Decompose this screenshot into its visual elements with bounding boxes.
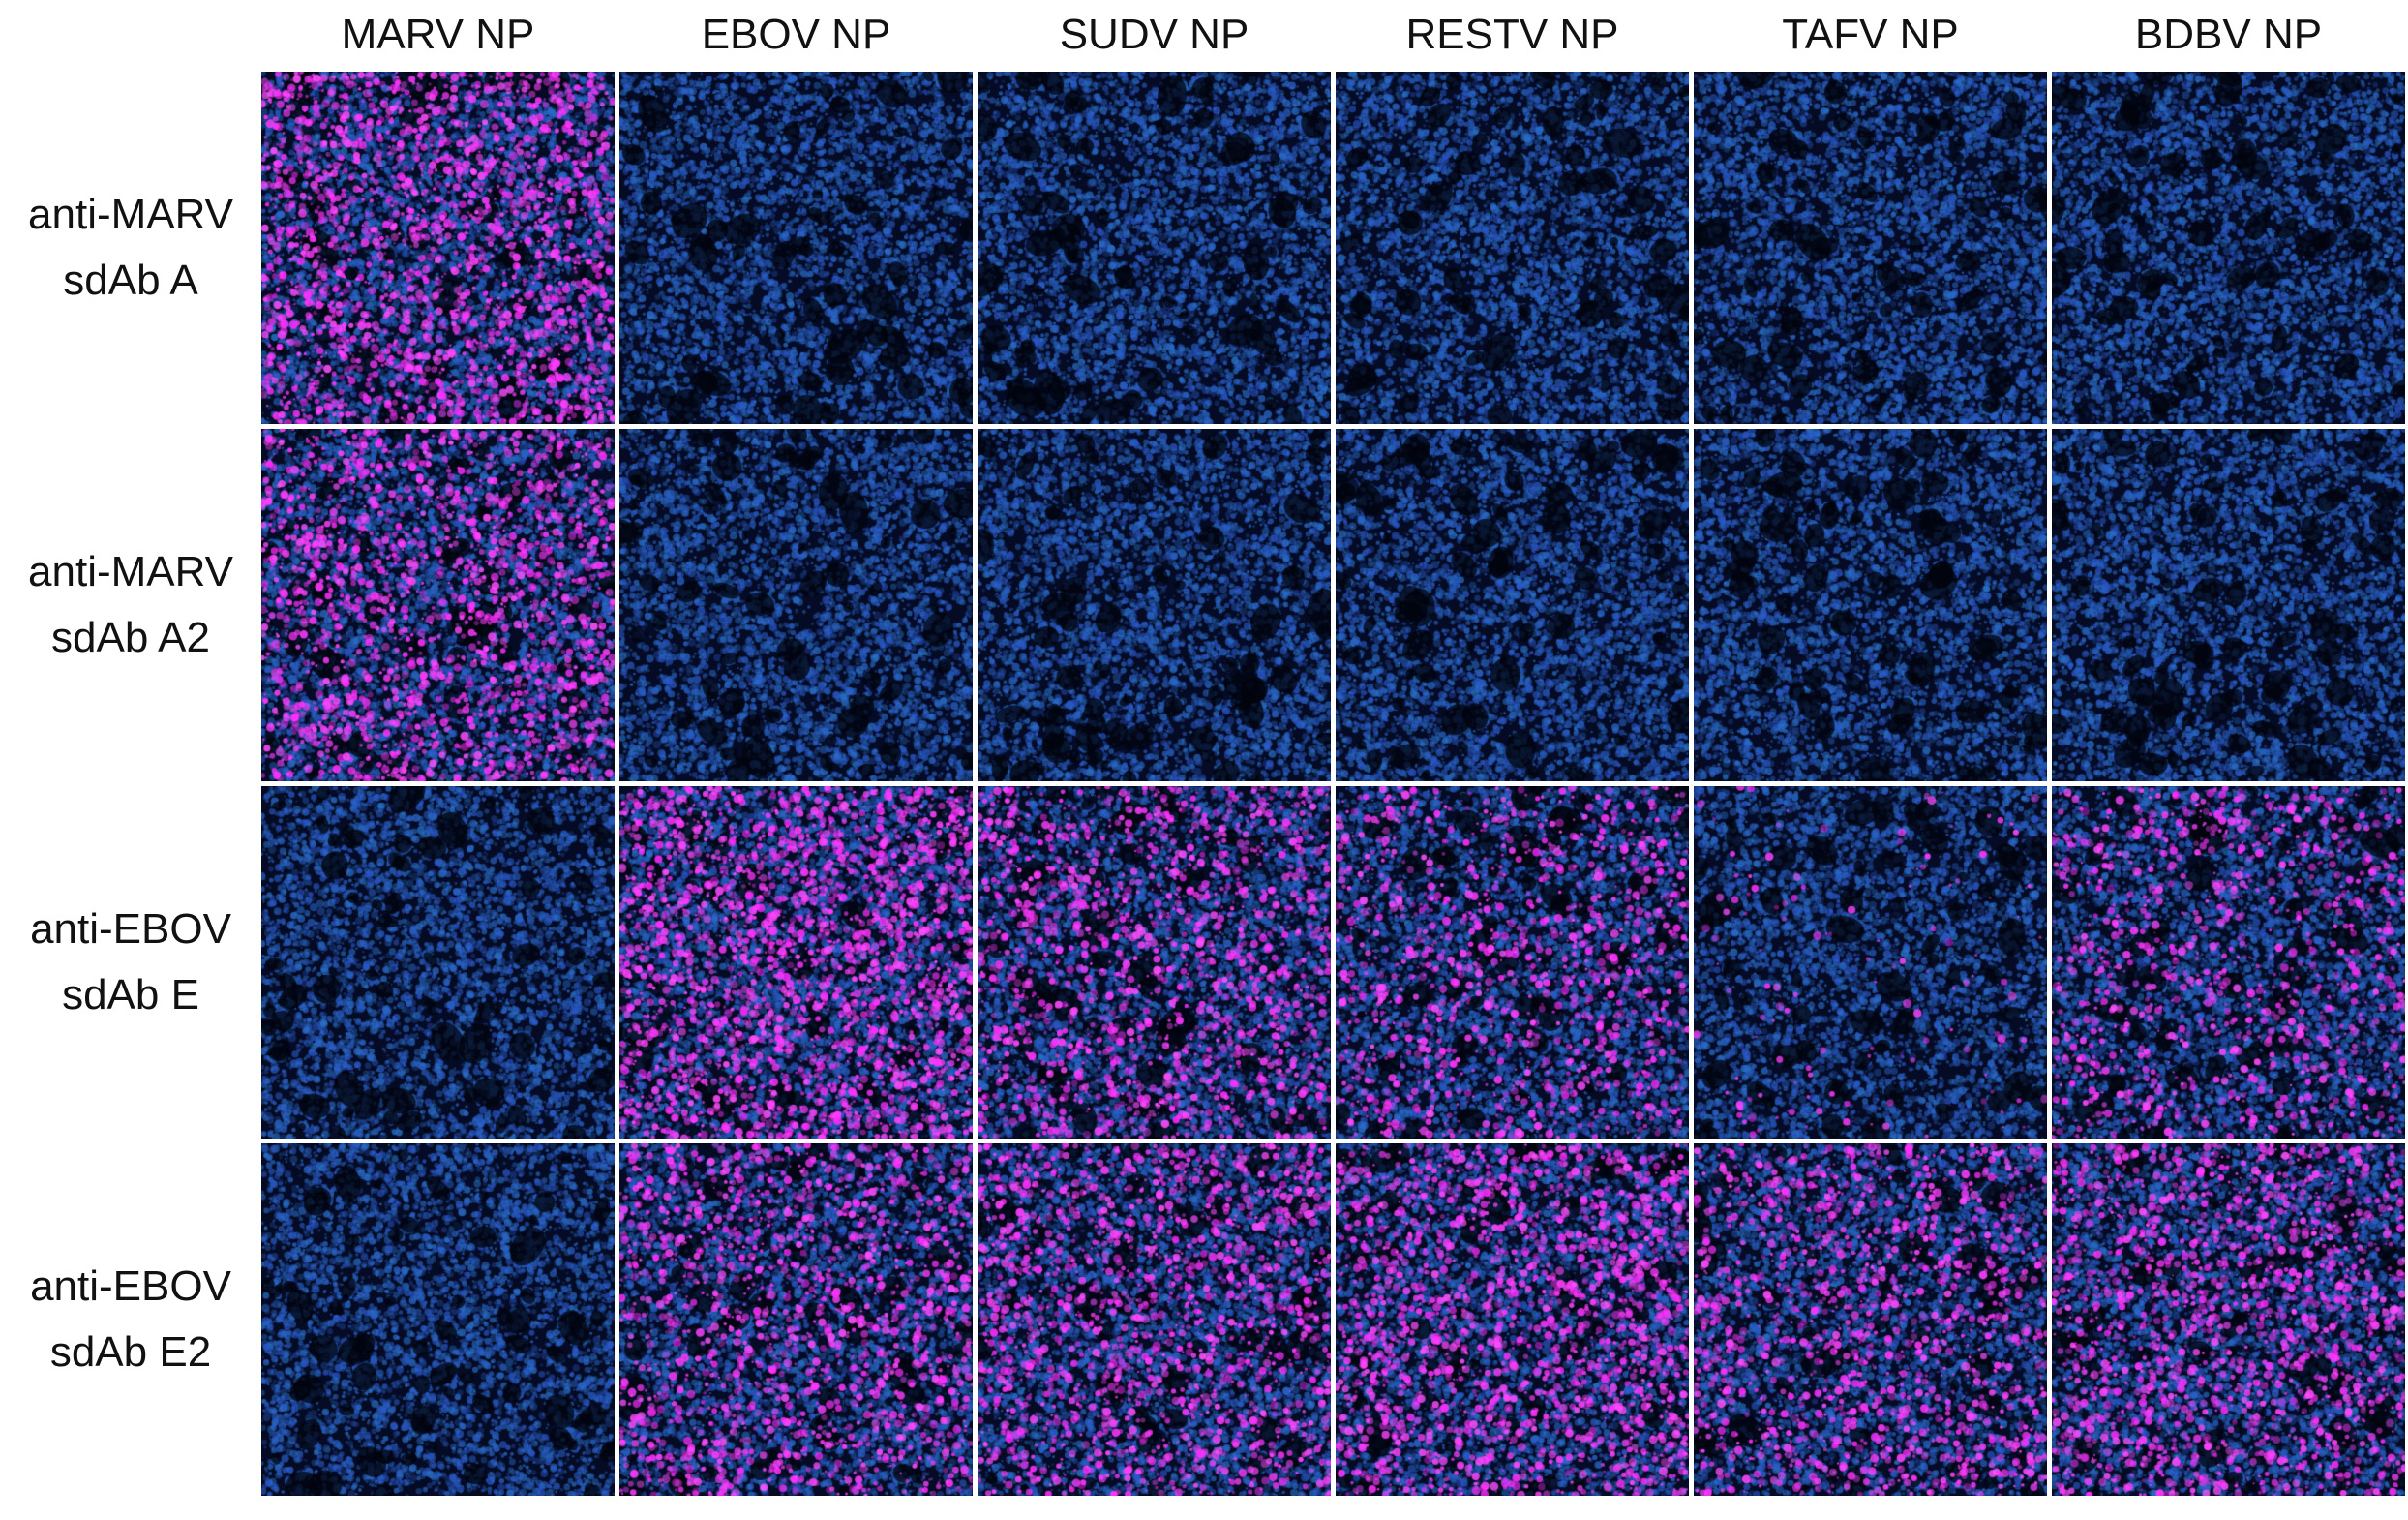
micrograph-image-r1-c3: [978, 72, 1331, 424]
micrograph-image-r4-c2: [619, 1143, 973, 1496]
micrograph-r2-c1: [261, 429, 615, 781]
micrograph-r1-c4: [1336, 72, 1689, 424]
row-label-2-line1: anti-MARV: [28, 548, 233, 595]
micrograph-image-r4-c3: [978, 1143, 1331, 1496]
micrograph-r1-c6: [2052, 72, 2405, 424]
micrograph-r2-c6: [2052, 429, 2405, 781]
micrograph-image-r3-c6: [2052, 786, 2405, 1139]
column-header-sudv: SUDV NP: [1059, 11, 1249, 58]
micrograph-r3-c1: [261, 786, 615, 1139]
row-label-4-line1: anti-EBOV: [30, 1262, 231, 1310]
row-label-1-line2: sdAb A: [63, 257, 198, 304]
micrograph-r1-c2: [619, 72, 973, 424]
micrograph-r4-c4: [1336, 1143, 1689, 1496]
micrograph-r2-c3: [978, 429, 1331, 781]
row-label-3-line1: anti-EBOV: [30, 905, 231, 953]
micrograph-image-r3-c2: [619, 786, 973, 1139]
micrograph-r3-c5: [1694, 786, 2047, 1139]
micrograph-image-r4-c6: [2052, 1143, 2405, 1496]
micrograph-r3-c4: [1336, 786, 1689, 1139]
micrograph-r1-c5: [1694, 72, 2047, 424]
micrograph-r1-c1: [261, 72, 615, 424]
micrograph-r2-c2: [619, 429, 973, 781]
column-header-tafv: TAFV NP: [1782, 11, 1959, 58]
column-header-marv: MARV NP: [341, 11, 535, 58]
micrograph-r3-c2: [619, 786, 973, 1139]
micrograph-image-r3-c1: [261, 786, 615, 1139]
micrograph-image-r4-c4: [1336, 1143, 1689, 1496]
micrograph-r4-c3: [978, 1143, 1331, 1496]
micrograph-r1-c3: [978, 72, 1331, 424]
row-label-4: anti-EBOV sdAb E2: [0, 1143, 261, 1496]
row-label-2: anti-MARV sdAb A2: [0, 429, 261, 781]
micrograph-image-r2-c1: [261, 429, 615, 781]
row-label-1: anti-MARV sdAb A: [0, 72, 261, 424]
micrograph-r4-c2: [619, 1143, 973, 1496]
micrograph-image-r3-c4: [1336, 786, 1689, 1139]
column-header-restv: RESTV NP: [1405, 11, 1619, 58]
micrograph-r2-c5: [1694, 429, 2047, 781]
micrograph-image-r2-c5: [1694, 429, 2047, 781]
micrograph-image-r3-c5: [1694, 786, 2047, 1139]
micrograph-r3-c6: [2052, 786, 2405, 1139]
micrograph-image-r2-c2: [619, 429, 973, 781]
micrograph-image-r1-c4: [1336, 72, 1689, 424]
row-label-4-line2: sdAb E2: [49, 1328, 212, 1376]
micrograph-image-r2-c6: [2052, 429, 2405, 781]
row-label-1-line1: anti-MARV: [28, 191, 233, 238]
micrograph-image-r2-c3: [978, 429, 1331, 781]
row-label-2-line2: sdAb A2: [51, 614, 210, 661]
micrograph-r4-c1: [261, 1143, 615, 1496]
micrograph-r2-c4: [1336, 429, 1689, 781]
micrograph-r4-c5: [1694, 1143, 2047, 1496]
micrograph-image-r1-c1: [261, 72, 615, 424]
micrograph-image-r4-c5: [1694, 1143, 2047, 1496]
micrograph-image-r4-c1: [261, 1143, 615, 1496]
micrograph-image-r2-c4: [1336, 429, 1689, 781]
micrograph-r4-c6: [2052, 1143, 2405, 1496]
column-header-bdbv: BDBV NP: [2134, 11, 2323, 58]
column-header-ebov: EBOV NP: [701, 11, 891, 58]
micrograph-image-r1-c2: [619, 72, 973, 424]
row-label-3-line2: sdAb E: [62, 971, 199, 1018]
micrograph-image-r3-c3: [978, 786, 1331, 1139]
row-label-3: anti-EBOV sdAb E: [0, 786, 261, 1139]
micrograph-r3-c3: [978, 786, 1331, 1139]
micrograph-image-r1-c5: [1694, 72, 2047, 424]
micrograph-image-r1-c6: [2052, 72, 2405, 424]
